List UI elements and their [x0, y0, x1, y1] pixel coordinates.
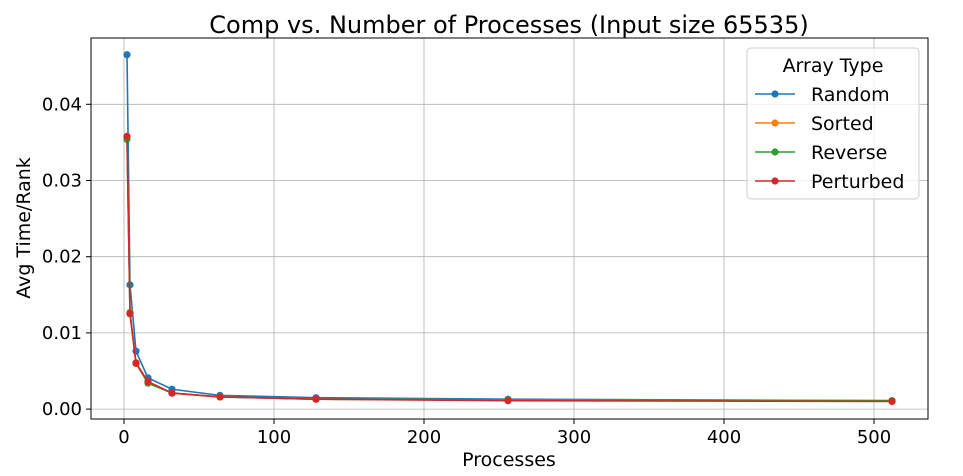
plot-area-frame [90, 37, 929, 420]
x-axis-label: Processes [462, 449, 556, 471]
legend-entry-reverse: Reverse [755, 142, 887, 164]
legend-box [746, 47, 920, 200]
data-point-perturbed [504, 397, 512, 405]
series [123, 51, 896, 406]
x-axis-ticks: 0 100 200 300 400 500 [118, 419, 891, 448]
legend: Array Type Random Sorted Reverse Perturbed [746, 47, 920, 200]
legend-marker-sorted [771, 119, 779, 127]
series-perturbed [123, 132, 896, 406]
chart-title: Comp vs. Number of Processes (Input size… [209, 11, 808, 39]
data-point-random [123, 51, 131, 59]
legend-label-sorted: Sorted [811, 113, 874, 135]
legend-entry-random: Random [755, 84, 890, 106]
data-point-perturbed [123, 132, 131, 140]
x-tick-label: 400 [707, 427, 741, 448]
x-tick-label: 200 [407, 427, 441, 448]
data-point-perturbed [144, 378, 152, 386]
legend-entry-sorted: Sorted [755, 113, 874, 135]
y-axis-ticks: 0.00 0.01 0.02 0.03 0.04 [42, 94, 91, 420]
data-point-perturbed [168, 389, 176, 397]
legend-marker-perturbed [771, 177, 779, 185]
y-tick-label: 0.03 [42, 170, 82, 191]
legend-marker-random [771, 90, 779, 98]
legend-entry-perturbed: Perturbed [755, 171, 904, 193]
data-point-perturbed [888, 397, 896, 406]
x-tick-label: 300 [557, 427, 591, 448]
legend-label-random: Random [811, 84, 890, 106]
x-tick-label: 500 [857, 427, 891, 448]
legend-label-perturbed: Perturbed [811, 171, 904, 193]
legend-marker-reverse [771, 148, 779, 156]
x-tick-label: 100 [257, 427, 291, 448]
legend-entries: Random Sorted Reverse Perturbed [755, 84, 904, 193]
data-point-perturbed [216, 393, 224, 401]
y-axis-label: Avg Time/Rank [13, 157, 35, 299]
x-tick-label: 0 [118, 427, 129, 448]
y-tick-label: 0.02 [42, 247, 82, 268]
data-point-perturbed [126, 310, 134, 318]
y-tick-label: 0.00 [42, 399, 82, 420]
data-point-perturbed [312, 395, 320, 403]
y-tick-label: 0.04 [42, 94, 82, 115]
data-point-perturbed [132, 359, 140, 367]
legend-label-reverse: Reverse [811, 142, 887, 164]
y-tick-label: 0.01 [42, 323, 82, 344]
legend-title: Array Type [783, 55, 884, 77]
